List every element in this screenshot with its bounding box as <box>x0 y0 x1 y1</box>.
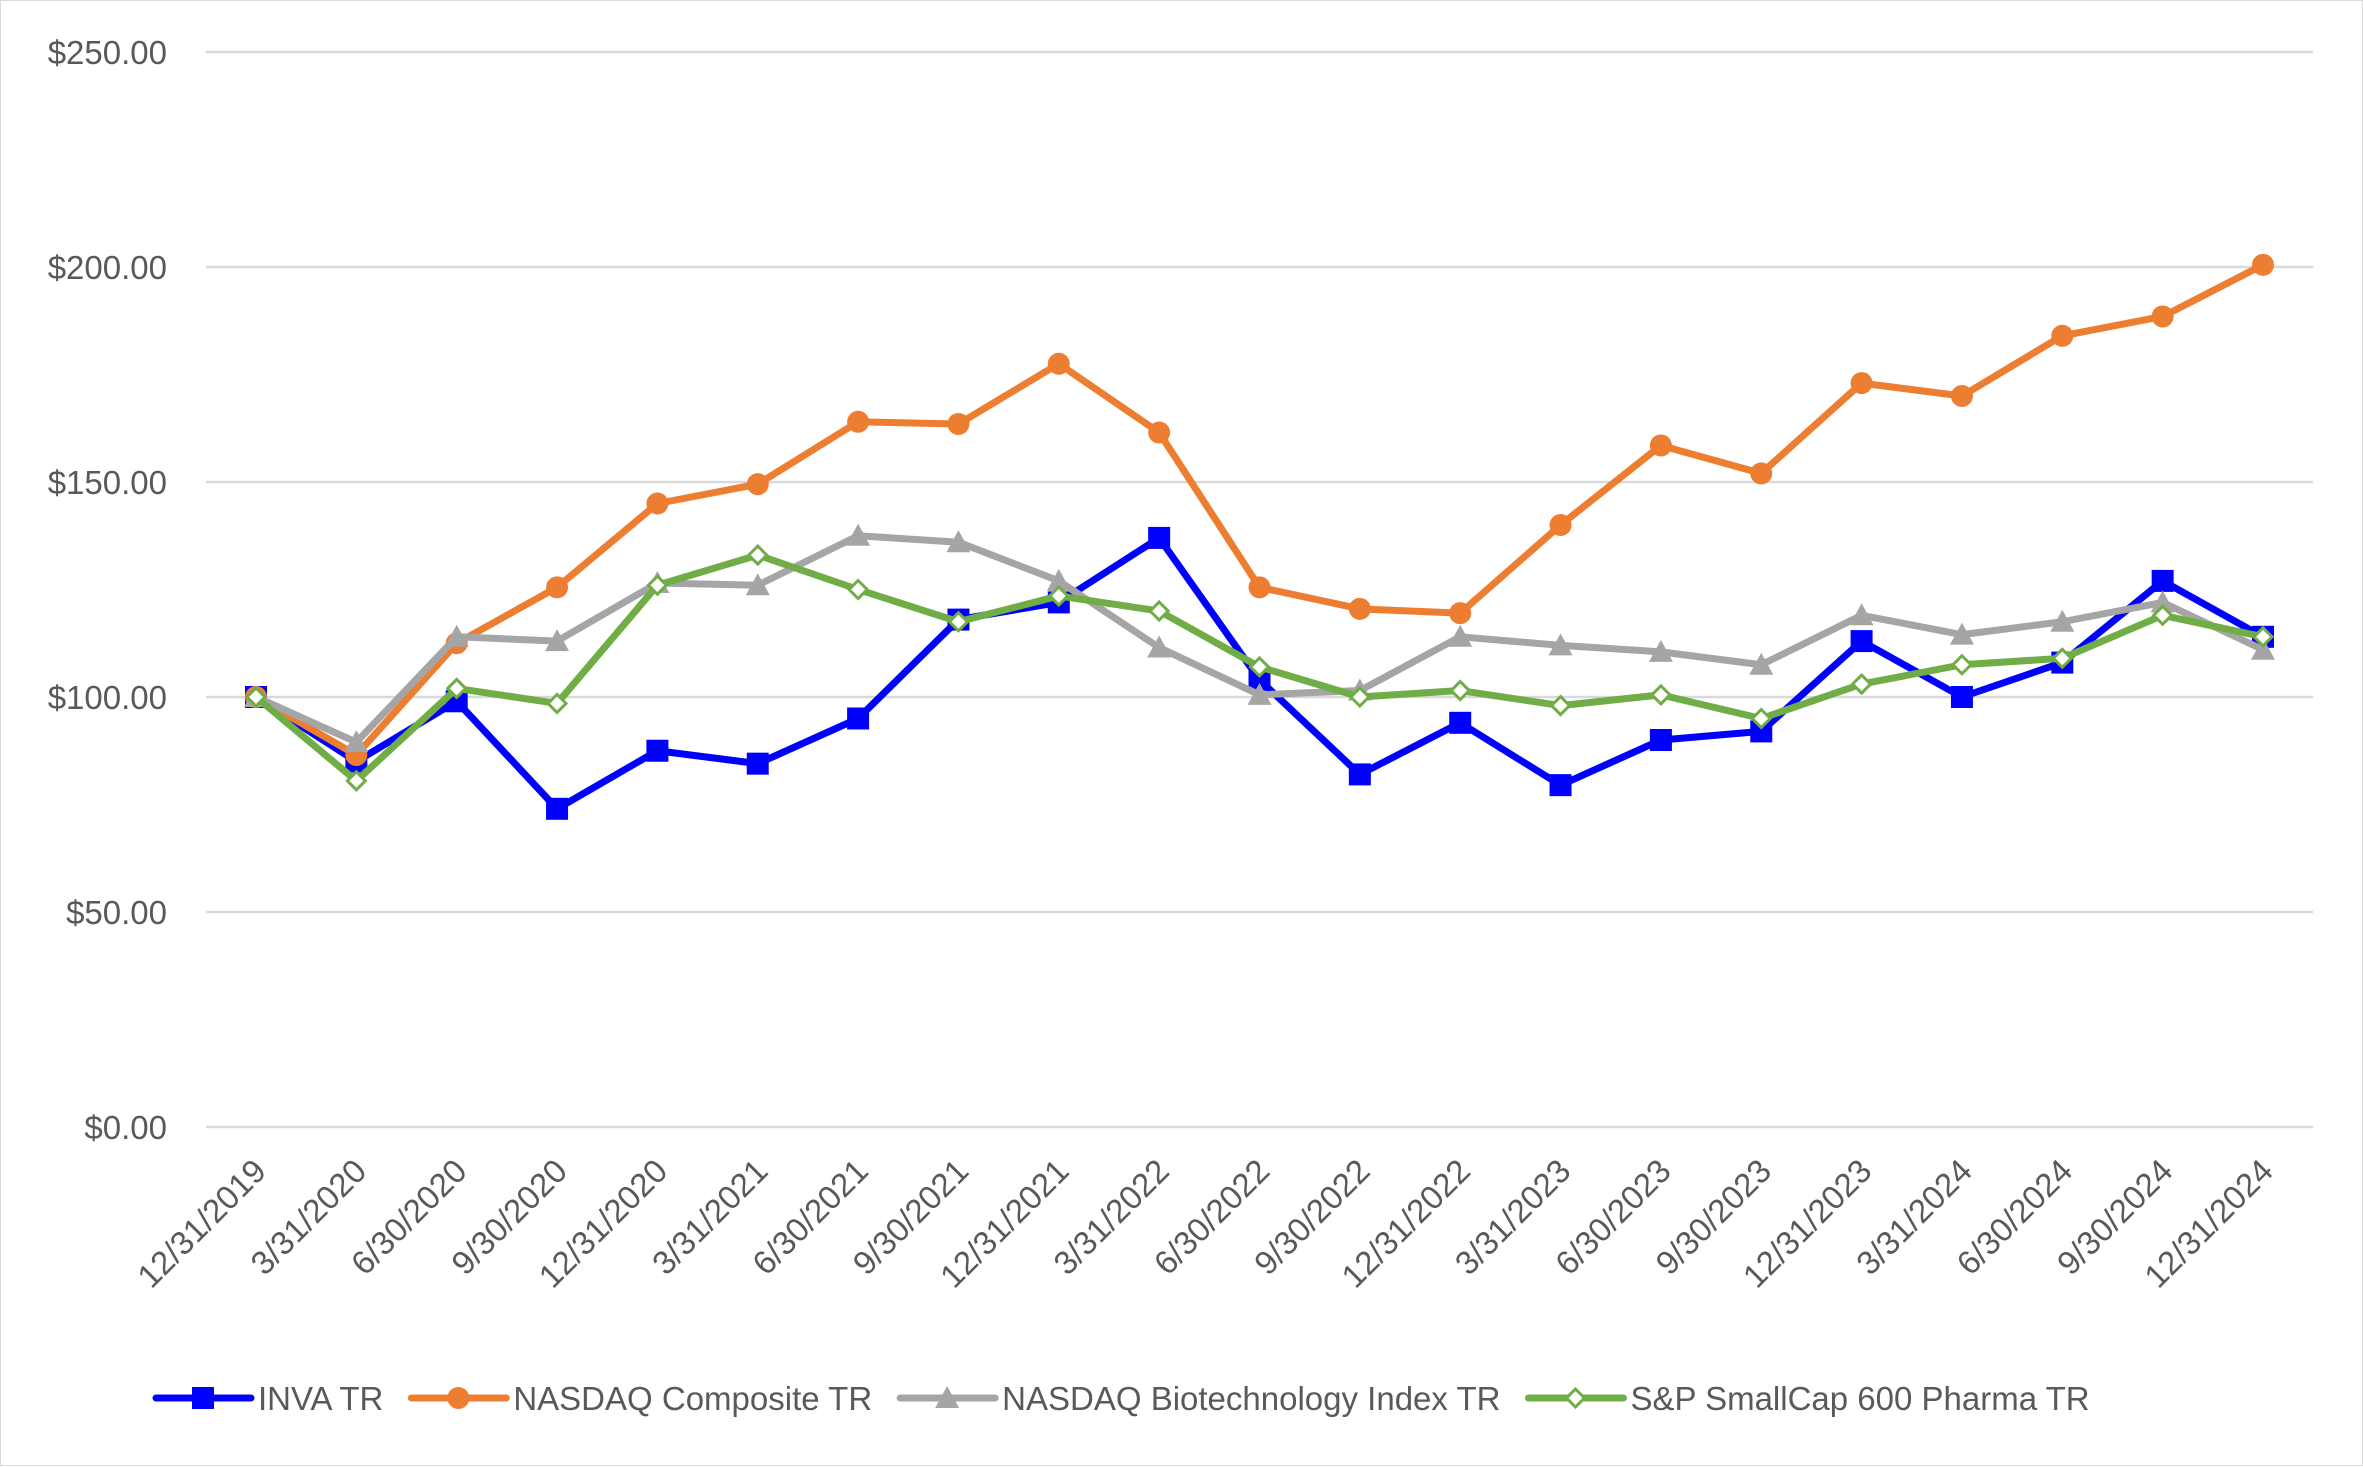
data-point <box>445 677 468 700</box>
data-point <box>646 574 669 597</box>
legend-marker <box>447 1387 470 1409</box>
data-point <box>2151 604 2174 627</box>
data-point <box>846 523 871 546</box>
x-tick-label: 12/31/2019 <box>130 1152 273 1295</box>
data-point <box>1950 385 1973 407</box>
data-point <box>1449 602 1472 625</box>
data-point <box>2151 305 2174 328</box>
data-point <box>1047 352 1070 375</box>
legend-label: INVA TR <box>258 1380 383 1417</box>
data-point <box>1147 635 1172 658</box>
data-point <box>1850 372 1873 395</box>
data-point <box>646 739 669 762</box>
legend-label: S&P SmallCap 600 Pharma TR <box>1630 1380 2089 1417</box>
data-point <box>2051 647 2074 670</box>
series-3 <box>244 543 2275 792</box>
data-point <box>1649 683 1673 706</box>
data-point <box>1047 584 1070 608</box>
data-point <box>745 573 770 596</box>
data-point <box>545 692 569 715</box>
data-point <box>1448 624 1473 647</box>
data-point <box>947 412 970 435</box>
legend-item-2: NASDAQ Biotechnology Index TR <box>896 1380 1500 1417</box>
data-point <box>1449 679 1472 702</box>
data-point <box>546 576 569 599</box>
legend-label: NASDAQ Composite TR <box>513 1380 872 1417</box>
data-point <box>2151 569 2174 592</box>
data-point <box>2150 590 2175 613</box>
data-point <box>846 578 870 601</box>
data-point <box>1348 685 1371 709</box>
data-point <box>344 730 369 753</box>
data-point <box>1247 682 1272 705</box>
legend-label: NASDAQ Biotechnology Index TR <box>1002 1380 1500 1417</box>
data-point <box>1849 603 1874 626</box>
y-tick-label: $100.00 <box>48 679 167 716</box>
legend-marker <box>1564 1386 1587 1410</box>
y-tick-label: $200.00 <box>48 249 167 286</box>
x-axis-ticks: 12/31/20193/31/20206/30/20209/30/202012/… <box>130 1152 2280 1295</box>
y-tick-label: $150.00 <box>48 464 167 501</box>
data-point <box>946 530 971 553</box>
data-point <box>2251 625 2275 648</box>
data-point <box>1750 462 1773 485</box>
data-point <box>1749 652 1774 675</box>
data-point <box>1950 653 1974 676</box>
data-point <box>1949 622 1974 645</box>
data-point <box>947 610 970 633</box>
data-point <box>1248 576 1271 599</box>
data-point <box>1348 763 1371 786</box>
data-point <box>646 492 669 515</box>
legend-marker <box>935 1386 960 1408</box>
data-point <box>1449 711 1472 734</box>
data-point <box>2252 253 2274 276</box>
data-point <box>746 473 769 496</box>
series-lines <box>244 253 2275 820</box>
data-point <box>847 410 870 433</box>
data-point <box>1850 630 1873 653</box>
data-point <box>1046 568 1071 591</box>
data-point <box>746 752 769 775</box>
data-point <box>1549 694 1572 717</box>
data-point <box>2050 609 2075 632</box>
data-point <box>1148 599 1171 623</box>
data-point <box>2251 637 2275 660</box>
data-point <box>847 707 870 730</box>
y-axis-ticks: $0.00 $50.00 $100.00 $150.00 $200.00 $250.00 <box>48 34 167 1146</box>
legend-item-0: INVA TR <box>152 1380 383 1417</box>
data-point <box>244 685 268 709</box>
data-point <box>1248 655 1271 679</box>
legend: INVA TR NASDAQ Composite TR NASDAQ Biotech… <box>152 1380 2090 1417</box>
data-point <box>1549 514 1572 536</box>
data-point <box>1248 668 1271 691</box>
data-point <box>1649 434 1672 457</box>
data-point <box>1548 633 1573 656</box>
series-0 <box>245 526 2274 820</box>
legend-item-1: NASDAQ Composite TR <box>407 1380 872 1417</box>
data-point <box>545 629 570 652</box>
data-point <box>1549 774 1572 797</box>
data-point <box>1148 421 1171 444</box>
data-point <box>1348 597 1371 620</box>
data-point <box>1750 707 1773 730</box>
data-point <box>1649 729 1672 751</box>
data-point <box>546 797 569 820</box>
data-point <box>746 543 769 567</box>
data-point <box>1950 686 1973 708</box>
y-tick-label: $50.00 <box>66 894 167 931</box>
data-point <box>1750 720 1773 743</box>
series-2 <box>244 523 2275 753</box>
data-point <box>1850 672 1873 696</box>
y-tick-label: $0.00 <box>84 1109 167 1146</box>
data-point <box>1148 526 1171 549</box>
data-point <box>2051 324 2074 347</box>
data-point <box>1648 639 1673 662</box>
y-tick-label: $250.00 <box>48 34 167 71</box>
data-point <box>345 769 368 792</box>
legend-item-3: S&P SmallCap 600 Pharma TR <box>1524 1380 2090 1417</box>
legend-marker <box>192 1387 214 1409</box>
data-point <box>444 624 469 647</box>
